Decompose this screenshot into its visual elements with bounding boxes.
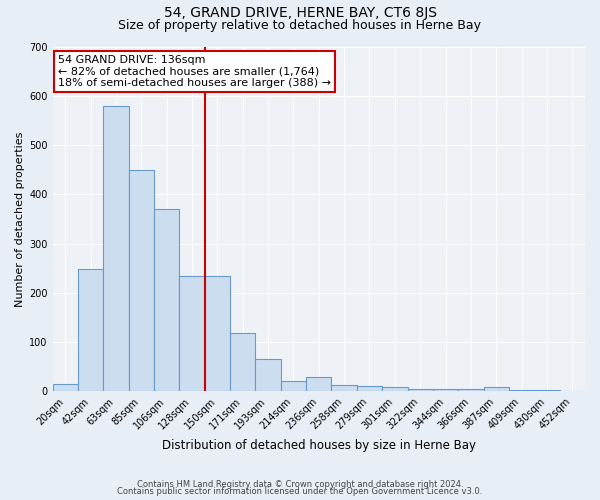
X-axis label: Distribution of detached houses by size in Herne Bay: Distribution of detached houses by size … — [162, 440, 476, 452]
Bar — [281, 380, 306, 392]
Bar — [407, 389, 433, 392]
Text: 54, GRAND DRIVE, HERNE BAY, CT6 8JS: 54, GRAND DRIVE, HERNE BAY, CT6 8JS — [163, 6, 437, 20]
Bar — [103, 106, 128, 392]
Bar — [484, 388, 509, 392]
Text: Contains public sector information licensed under the Open Government Licence v3: Contains public sector information licen… — [118, 487, 482, 496]
Text: Size of property relative to detached houses in Herne Bay: Size of property relative to detached ho… — [119, 18, 482, 32]
Bar — [154, 209, 179, 392]
Bar — [357, 386, 382, 392]
Bar — [534, 390, 560, 392]
Bar — [205, 276, 230, 392]
Text: Contains HM Land Registry data © Crown copyright and database right 2024.: Contains HM Land Registry data © Crown c… — [137, 480, 463, 489]
Bar — [306, 376, 331, 392]
Bar — [256, 360, 281, 392]
Bar — [509, 390, 534, 392]
Bar — [331, 386, 357, 392]
Bar — [53, 384, 78, 392]
Bar — [458, 389, 484, 392]
Bar — [382, 388, 407, 392]
Bar — [78, 269, 103, 392]
Y-axis label: Number of detached properties: Number of detached properties — [15, 132, 25, 306]
Bar — [433, 389, 458, 392]
Bar — [179, 276, 205, 392]
Text: 54 GRAND DRIVE: 136sqm
← 82% of detached houses are smaller (1,764)
18% of semi-: 54 GRAND DRIVE: 136sqm ← 82% of detached… — [58, 55, 331, 88]
Bar — [128, 170, 154, 392]
Bar — [230, 334, 256, 392]
